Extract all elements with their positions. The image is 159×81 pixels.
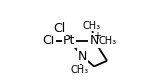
Text: Cl: Cl [43, 34, 55, 47]
Text: CH₃: CH₃ [83, 21, 101, 31]
Text: CH₃: CH₃ [99, 35, 117, 46]
Text: CH₃: CH₃ [70, 65, 89, 75]
Text: N: N [89, 34, 99, 47]
Text: N: N [78, 50, 87, 63]
Text: Cl: Cl [53, 22, 65, 35]
Text: +: + [93, 31, 101, 41]
Text: Pt: Pt [63, 34, 75, 47]
